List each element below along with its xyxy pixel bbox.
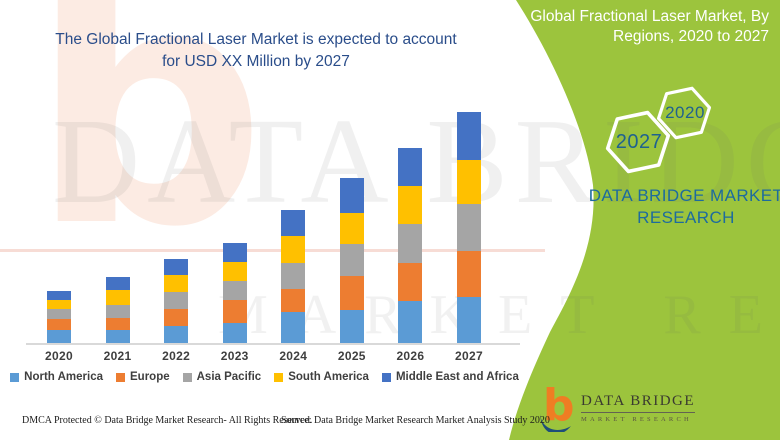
page-title-line1: The Global Fractional Laser Market is ex…	[55, 31, 457, 48]
brand-name-line1: DATA BRIDGE MARKET	[588, 186, 780, 205]
hexagons-graphic	[605, 86, 712, 174]
legend-swatch-icon	[381, 372, 391, 382]
legend-swatch-icon	[116, 372, 125, 382]
svg-text:b: b	[543, 384, 575, 431]
company-logo: b DATA BRIDGE MARKET RESEARCH	[539, 384, 696, 432]
legend-item-middle-east-and-africa: Middle East and Africa	[381, 371, 519, 383]
hexagon-year-2027: 2027	[615, 131, 663, 153]
panel-heading-line1: Global Fractional Laser Market, By	[530, 8, 769, 25]
company-logo-text: DATA BRIDGE MARKET RESEARCH	[581, 384, 696, 423]
legend-swatch-icon	[274, 372, 284, 382]
legend-item-europe: Europe	[116, 371, 170, 383]
panel-heading-line2: Regions, 2020 to 2027	[613, 28, 769, 45]
legend-swatch-icon	[10, 372, 20, 382]
page-title-line2: for USD XX Million by 2027	[162, 53, 350, 70]
hexagon-2020-icon	[656, 86, 712, 140]
company-logo-name: DATA BRIDGE	[581, 393, 696, 413]
legend: North America Europe Asia Pacific South Ame…	[10, 371, 519, 383]
page-title: The Global Fractional Laser Market is ex…	[0, 29, 512, 73]
legend-label: North America	[24, 371, 103, 383]
hexagon-2027-icon	[605, 110, 671, 174]
x-axis-line	[26, 343, 520, 345]
legend-item-asia-pacific: Asia Pacific	[182, 371, 262, 383]
legend-label: Asia Pacific	[196, 371, 262, 383]
legend-label: South America	[288, 371, 369, 383]
brand-name: DATA BRIDGE MARKET RESEARCH	[584, 185, 780, 229]
source-text: Source: Data Bridge Market Research Mark…	[281, 415, 550, 426]
green-panel-shape	[509, 0, 780, 440]
legend-swatch-icon	[182, 372, 192, 382]
panel-heading: Global Fractional Laser Market, By Regio…	[509, 7, 769, 47]
brand-name-line2: RESEARCH	[637, 208, 735, 227]
company-logo-icon: b	[540, 384, 575, 432]
legend-label: Europe	[130, 371, 170, 383]
company-logo-subtitle: MARKET RESEARCH	[581, 416, 692, 423]
hexagon-year-2020: 2020	[665, 103, 705, 122]
copyright-text: DMCA Protected © Data Bridge Market Rese…	[22, 415, 313, 426]
legend-item-north-america: North America	[10, 371, 103, 383]
legend-label: Middle East and Africa	[395, 371, 519, 383]
legend-item-south-america: South America	[274, 371, 369, 383]
